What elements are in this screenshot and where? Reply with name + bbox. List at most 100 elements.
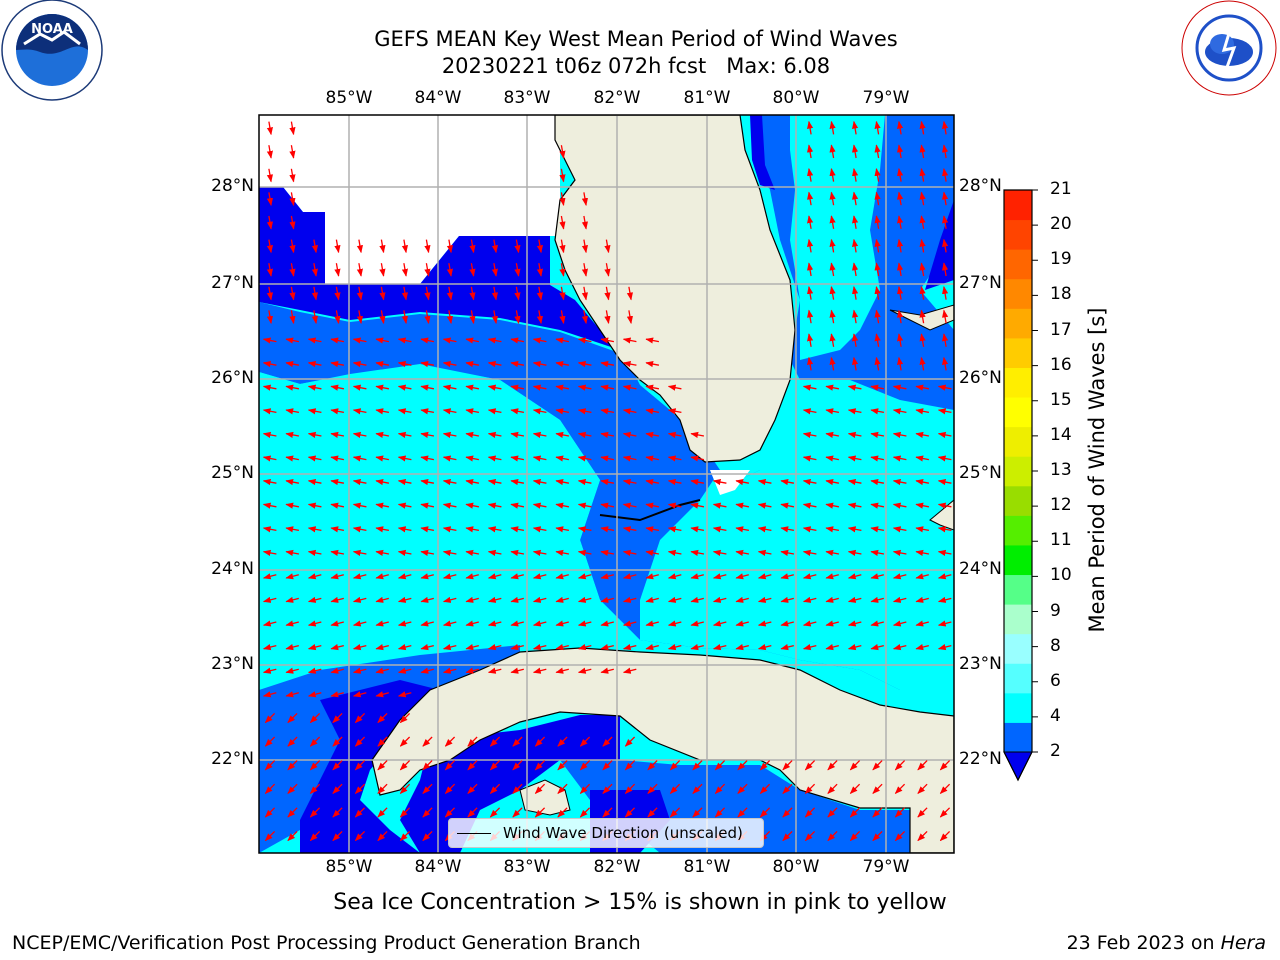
wave-direction-arrow (442, 549, 457, 556)
lon-tick-label-bottom: 80°W (772, 857, 820, 877)
wave-direction-arrow (870, 384, 885, 391)
wave-direction-arrow (555, 667, 569, 674)
wave-direction-arrow (577, 455, 592, 462)
lon-tick-label-top: 85°W (325, 88, 373, 108)
wave-direction-arrow (352, 431, 367, 438)
wave-direction-arrow (491, 310, 498, 324)
wave-direction-arrow (289, 145, 296, 159)
colorbar-segment (1004, 367, 1032, 398)
wave-direction-arrow (645, 361, 660, 368)
wave-direction-arrow (467, 760, 478, 771)
wave-direction-arrow (420, 667, 434, 674)
wave-direction-arrow (555, 408, 570, 415)
wave-direction-arrow (577, 408, 592, 415)
wave-direction-arrow (804, 830, 816, 842)
wave-direction-arrow (307, 431, 322, 438)
wave-direction-arrow (487, 644, 502, 651)
wave-direction-arrow (442, 431, 457, 438)
wave-direction-arrow (285, 644, 299, 651)
lon-tick-label-bottom: 82°W (593, 857, 641, 877)
legend-line-icon (457, 832, 491, 834)
wave-direction-arrow (937, 620, 952, 627)
wave-direction-arrow (892, 644, 907, 651)
wave-direction-arrow (487, 596, 502, 603)
colorbar-segment (1004, 722, 1032, 753)
wave-direction-arrow (645, 337, 660, 344)
wave-direction-arrow (897, 215, 904, 229)
wave-direction-arrow (872, 830, 883, 842)
wave-direction-arrow (802, 455, 817, 462)
graticule (259, 115, 954, 853)
wave-direction-arrow (424, 239, 431, 254)
wave-direction-arrow (330, 479, 345, 486)
wave-direction-arrow (624, 783, 636, 794)
wave-direction-arrow (555, 526, 570, 533)
wave-direction-arrow (559, 239, 566, 254)
wave-direction-arrow (330, 337, 345, 344)
wave-direction-arrow (352, 644, 367, 651)
wave-direction-arrow (375, 526, 390, 533)
wave-direction-arrow (375, 620, 389, 627)
wave-direction-arrow (442, 573, 457, 580)
wave-direction-arrow (375, 573, 389, 580)
wave-direction-arrow (352, 596, 367, 603)
wave-direction-arrow (942, 215, 949, 229)
wave-direction-arrow (307, 573, 322, 580)
wave-direction-arrow (622, 384, 637, 391)
wave-direction-arrow (894, 807, 906, 818)
wave-direction-arrow (847, 596, 862, 603)
wave-direction-arrow (354, 712, 366, 724)
wave-direction-arrow (647, 807, 658, 818)
wave-direction-arrow (532, 337, 547, 344)
wave-direction-arrow (285, 337, 300, 344)
wave-direction-arrow (579, 783, 591, 794)
wave-direction-arrow (870, 549, 885, 556)
wave-direction-arrow (735, 526, 750, 533)
wave-direction-arrow (356, 286, 363, 301)
wave-direction-arrow (397, 691, 412, 698)
wave-direction-arrow (307, 361, 322, 368)
wave-direction-arrow (377, 712, 388, 724)
wave-direction-arrow (444, 760, 456, 771)
wave-direction-arrow (937, 526, 952, 533)
lon-tick-label-top: 82°W (593, 88, 641, 108)
wave-direction-arrow (377, 830, 388, 842)
wave-direction-arrow (262, 502, 277, 509)
wave-direction-arrow (307, 691, 322, 698)
wave-direction-arrow (465, 408, 480, 415)
wave-direction-arrow (330, 502, 345, 509)
colorbar-tick-label: 19 (1050, 249, 1072, 270)
wave-direction-arrow (465, 644, 479, 651)
wave-direction-arrow (514, 263, 521, 277)
wave-direction-arrow (311, 263, 318, 277)
wave-direction-arrow (577, 644, 592, 651)
wave-direction-arrow (330, 431, 345, 438)
wave-direction-arrow (870, 479, 885, 486)
wave-direction-arrow (829, 286, 836, 300)
colorbar-tick-label: 21 (1050, 179, 1072, 199)
wave-direction-arrow (782, 830, 793, 842)
wave-direction-arrow (915, 455, 930, 462)
wave-direction-arrow (446, 310, 453, 324)
wave-direction-arrow (442, 455, 457, 462)
wave-direction-arrow (577, 620, 592, 627)
wave-direction-arrow (352, 384, 367, 391)
wave-direction-arrow (375, 337, 390, 344)
wave-direction-arrow (915, 479, 930, 486)
wave-direction-arrow (579, 736, 591, 747)
wave-direction-arrow (780, 479, 795, 486)
wave-direction-arrow (444, 807, 456, 818)
wave-direction-arrow (917, 807, 928, 818)
wave-direction-arrow (377, 760, 388, 771)
wave-direction-arrow (827, 807, 838, 818)
wave-direction-arrow (465, 431, 480, 438)
wave-direction-arrow (285, 384, 300, 391)
wave-direction-arrow (285, 408, 300, 415)
wave-direction-arrow (577, 502, 592, 509)
wave-direction-arrow (285, 431, 300, 438)
colorbar-tick-label: 13 (1050, 460, 1072, 480)
wave-direction-arrow (874, 168, 881, 182)
wave-direction-arrow (266, 310, 273, 324)
wave-direction-arrow (852, 144, 859, 159)
wave-direction-arrow (397, 526, 412, 533)
